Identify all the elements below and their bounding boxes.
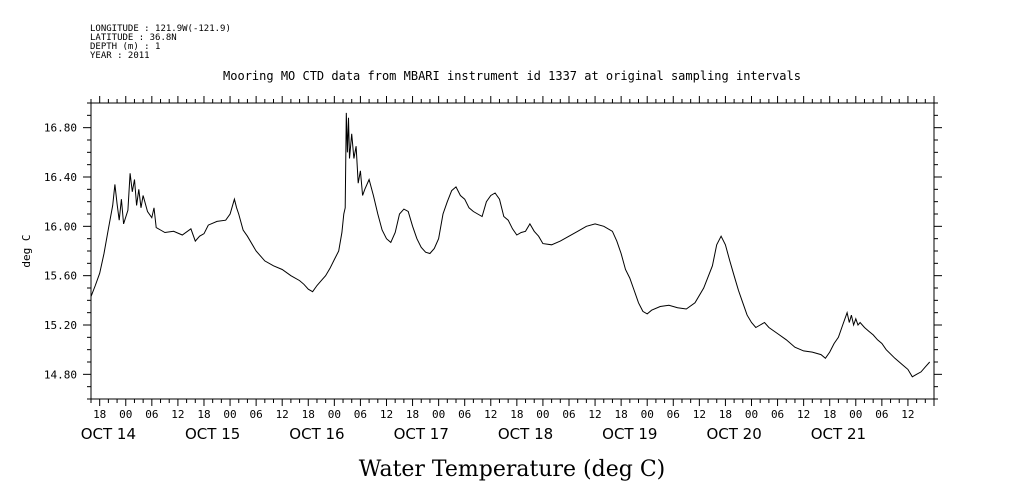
x-day-label: OCT 15	[185, 425, 240, 443]
y-tick-label: 16.80	[44, 122, 77, 135]
x-hour-label: 18	[302, 408, 315, 421]
latitude-label: LATITUDE : 36.8N	[90, 33, 177, 43]
x-hour-label: 12	[693, 408, 706, 421]
x-hour-label: 18	[823, 408, 836, 421]
x-day-label: OCT 16	[289, 425, 344, 443]
x-hour-label: 12	[171, 408, 184, 421]
x-hour-label: 12	[797, 408, 810, 421]
x-hour-label: 18	[93, 408, 106, 421]
x-hour-label: 06	[145, 408, 158, 421]
longitude-label: LONGITUDE : 121.9W(-121.9)	[90, 24, 231, 34]
x-hour-label: 00	[119, 408, 132, 421]
x-hour-label: 06	[771, 408, 784, 421]
x-hour-label: 06	[458, 408, 471, 421]
y-tick-labels: 14.80 15.20 15.60 16.00 16.40 16.80	[44, 122, 77, 382]
x-hour-label: 18	[510, 408, 523, 421]
x-axis-label: Water Temperature (deg C)	[359, 457, 666, 482]
x-hour-label: 06	[562, 408, 575, 421]
series-line	[90, 112, 931, 378]
y-tick-label: 14.80	[44, 368, 77, 381]
x-hour-label: 00	[223, 408, 236, 421]
x-hour-label: 12	[901, 408, 914, 421]
x-day-label: OCT 17	[394, 425, 449, 443]
x-hour-labels: 18 00 06 12 18 00 06 12 18 00 06 12 18 00 06 12 18 00 06 12…	[93, 408, 914, 421]
y-tick-label: 16.40	[44, 171, 77, 184]
y-tick-label: 16.00	[44, 220, 77, 233]
y-axis-label: deg C	[20, 234, 33, 267]
y-tick-label: 15.20	[44, 319, 77, 332]
x-hour-label: 12	[484, 408, 497, 421]
x-day-label: OCT 20	[706, 425, 761, 443]
x-day-label: OCT 19	[602, 425, 657, 443]
chart-title: Mooring MO CTD data from MBARI instrumen…	[223, 69, 801, 83]
depth-label: DEPTH (m) : 1	[90, 42, 160, 52]
x-hour-label: 00	[849, 408, 862, 421]
x-hour-label: 00	[432, 408, 445, 421]
x-hour-label: 06	[249, 408, 262, 421]
y-tick-label: 15.60	[44, 270, 77, 283]
x-day-label: OCT 18	[498, 425, 553, 443]
x-hour-label: 06	[875, 408, 888, 421]
x-hour-label: 06	[667, 408, 680, 421]
x-day-label: OCT 21	[811, 425, 866, 443]
x-hour-label: 18	[197, 408, 210, 421]
x-hour-label: 18	[406, 408, 419, 421]
plot-frame	[90, 102, 935, 400]
x-hour-label: 12	[588, 408, 601, 421]
x-hour-label: 18	[615, 408, 628, 421]
x-hour-label: 18	[719, 408, 732, 421]
x-day-label: OCT 14	[81, 425, 136, 443]
x-hour-label: 00	[745, 408, 758, 421]
x-hour-label: 12	[276, 408, 289, 421]
x-hour-label: 00	[328, 408, 341, 421]
x-hour-label: 00	[641, 408, 654, 421]
axis-ticks	[83, 96, 942, 406]
year-label: YEAR : 2011	[90, 51, 150, 61]
x-day-labels: OCT 14 OCT 15 OCT 16 OCT 17 OCT 18 OCT 19 OCT …	[81, 425, 866, 443]
x-hour-label: 12	[380, 408, 393, 421]
x-hour-label: 06	[354, 408, 367, 421]
x-hour-label: 00	[536, 408, 549, 421]
